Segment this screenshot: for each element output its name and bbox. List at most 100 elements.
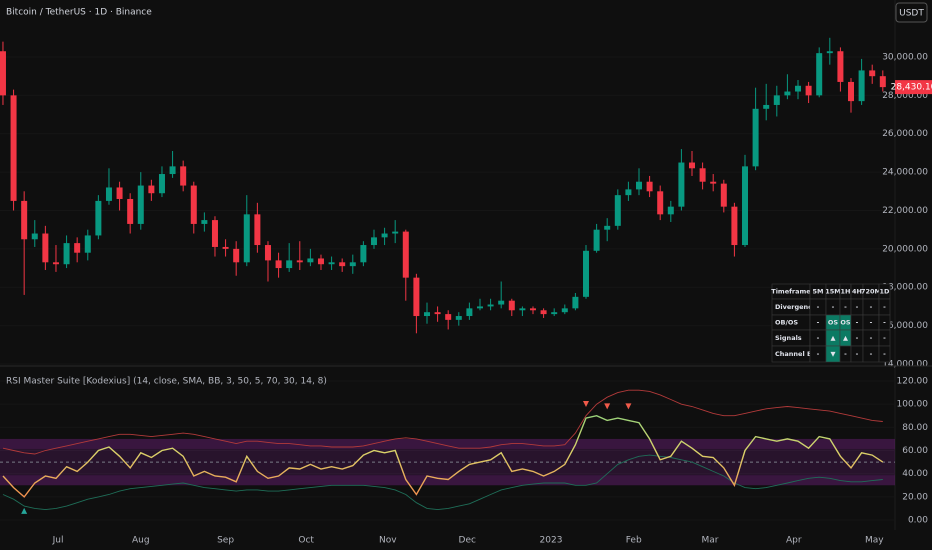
table-header: 15M [825, 288, 841, 296]
candle-body [710, 181, 717, 184]
candle-body [339, 262, 346, 267]
y-tick-label: 26,000.00 [882, 129, 928, 139]
table-value: - [870, 319, 873, 327]
table-value: OB/OS [775, 319, 798, 327]
candle-body [720, 183, 727, 207]
candle-body [137, 185, 144, 224]
candle-body [731, 206, 738, 246]
candle-body [858, 70, 865, 102]
symbol-title: Bitcoin / TetherUS · 1D · Binance [6, 8, 152, 18]
candle-body [540, 310, 547, 315]
candle-body [381, 233, 388, 238]
y-tick-label: 24,000.00 [882, 168, 928, 178]
table-value: - [856, 303, 859, 311]
table-value: - [844, 350, 847, 358]
candle-body [434, 312, 441, 315]
rsi-band-top [0, 438, 895, 449]
currency[interactable]: USDT [899, 9, 924, 19]
candle-body [63, 243, 70, 265]
candle-body [678, 162, 685, 207]
candle-body [784, 91, 791, 96]
candle-body [752, 108, 759, 167]
candle-body [763, 104, 770, 109]
candle-body [413, 277, 420, 317]
candle-body [127, 198, 134, 224]
x-tick-label: Nov [379, 536, 397, 546]
candle-body [169, 166, 176, 175]
rsi-band-bottom [0, 475, 895, 486]
x-tick-label: Sep [217, 536, 234, 546]
candle-body [286, 260, 293, 269]
candle-body [816, 53, 823, 96]
candle-body [508, 300, 515, 311]
candle-body [635, 181, 642, 190]
table-value: - [817, 350, 820, 358]
y-tick-label: 18,000.00 [882, 283, 928, 293]
table-value: - [870, 303, 873, 311]
y-tick-label: 20.00 [902, 492, 928, 502]
candle-body [254, 214, 261, 246]
candle-body [264, 245, 271, 261]
candle-body [317, 258, 324, 265]
y-tick-label: 30,000.00 [882, 52, 928, 62]
table-value: - [883, 319, 886, 327]
candle-body [211, 220, 218, 247]
candle-body [42, 233, 49, 263]
candle-body [487, 304, 494, 307]
buy-signal [21, 507, 28, 514]
candle-body [52, 262, 59, 265]
table-value: Divergence [775, 303, 817, 311]
candle-body [31, 233, 38, 240]
rsi-line [2, 414, 884, 498]
candle-body [10, 95, 17, 201]
candle-body [392, 231, 399, 234]
table-header: 720M [861, 288, 881, 296]
x-tick-label: Oct [298, 536, 314, 546]
candle-body [646, 181, 653, 192]
table-value: - [883, 334, 886, 342]
table-value: - [817, 319, 820, 327]
candle-body [795, 85, 802, 92]
candle-body [328, 262, 335, 265]
candle-body [74, 243, 81, 253]
candle-body [657, 191, 664, 215]
candle-body [529, 308, 536, 311]
table-value: - [883, 350, 886, 358]
y-tick-label: 20,000.00 [882, 244, 928, 254]
table-header: 1H [841, 288, 851, 296]
table-value: - [870, 334, 873, 342]
candle-body [148, 185, 155, 194]
candle-body [689, 162, 696, 169]
currency-box[interactable] [895, 2, 928, 23]
candle-body [307, 258, 314, 263]
table-value: - [817, 303, 820, 311]
table-value: Channel Breaks [775, 350, 832, 358]
indicator-title: RSI Master Suite [Kodexius] (14, close, … [6, 377, 327, 387]
table-header: 5M [813, 288, 824, 296]
current-price-label: 28,430.10 [891, 83, 932, 93]
table-value: - [856, 350, 859, 358]
sell-signal [604, 403, 611, 410]
x-tick-label: 2023 [540, 536, 563, 546]
candle-body [805, 85, 812, 96]
candle-body [402, 231, 409, 278]
candle-body [742, 166, 749, 246]
y-tick-label: 100.00 [897, 400, 929, 410]
candle-body [699, 168, 706, 182]
candle-body [360, 245, 367, 263]
candle-body [455, 316, 462, 320]
table-value: - [870, 350, 873, 358]
y-tick-label: 40.00 [902, 469, 928, 479]
candle-body [275, 260, 282, 269]
candle-body [423, 312, 430, 317]
candle-body [243, 214, 250, 263]
table-value: - [844, 303, 847, 311]
y-tick-label: 120.00 [897, 376, 929, 386]
table-header: Timeframe [771, 288, 811, 296]
candle-body [593, 229, 600, 251]
table-header: 4H [852, 288, 862, 296]
candle-body [773, 95, 780, 105]
candle-body [667, 206, 674, 215]
candle-body [519, 308, 526, 311]
candle-body [370, 237, 377, 246]
